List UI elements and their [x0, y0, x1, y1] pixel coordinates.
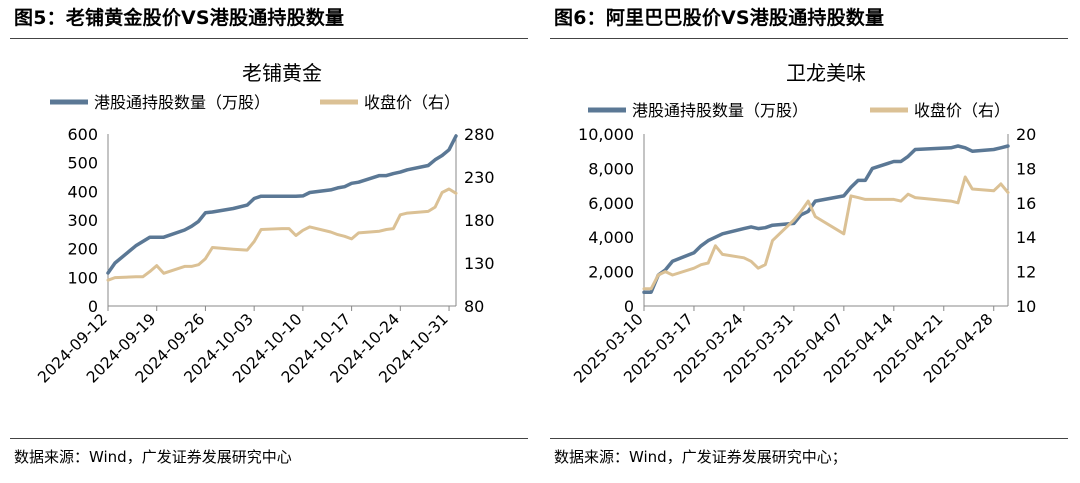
- left-axis-tick-label: 400: [67, 182, 98, 201]
- bottom-rule: [550, 438, 1068, 439]
- right-axis-tick-label: 280: [464, 125, 495, 144]
- figure-5-panel: 图5：老铺黄金股价VS港股通持股数量 老铺黄金港股通持股数量（万股） 收盘价（右）…: [10, 7, 528, 466]
- legend-label-holdings: 港股通持股数量（万股）: [94, 93, 270, 112]
- data-source-note: 数据来源：Wind，广发证券发展研究中心；: [554, 448, 847, 466]
- right-axis-tick-label: 16: [1016, 194, 1036, 213]
- right-axis-tick-label: 130: [464, 254, 495, 273]
- left-axis-tick-label: 8,000: [588, 159, 634, 178]
- right-axis-tick-label: 180: [464, 211, 495, 230]
- left-axis-tick-label: 300: [67, 211, 98, 230]
- legend-label-close-price: 收盘价（右）: [914, 101, 1010, 120]
- right-axis-tick-label: 80: [464, 297, 484, 316]
- left-axis-tick-label: 2,000: [588, 263, 634, 282]
- top-rule: [10, 38, 528, 39]
- series-line-close-price: [642, 175, 1010, 291]
- left-axis-tick-label: 0: [88, 297, 98, 316]
- figure-6-panel: 图6：阿里巴巴股价VS港股通持股数量 卫龙美味港股通持股数量（万股） 收盘价（右）…: [540, 0, 1080, 483]
- left-axis-tick-label: 4,000: [588, 228, 634, 247]
- right-axis-tick-label: 230: [464, 168, 495, 187]
- series-line-holdings: [106, 134, 458, 275]
- left-axis-tick-label: 10,000: [578, 125, 634, 144]
- legend-label-holdings: 港股通持股数量（万股）: [632, 101, 808, 120]
- left-axis-tick-label: 100: [67, 268, 98, 287]
- figure-caption: 图5：老铺黄金股价VS港股通持股数量: [14, 7, 345, 29]
- left-axis-tick-label: 500: [67, 154, 98, 173]
- legend-label-close-price: 收盘价（右）: [364, 93, 460, 112]
- left-axis-tick-label: 600: [67, 125, 98, 144]
- bottom-rule: [10, 438, 528, 439]
- left-axis-tick-label: 0: [624, 297, 634, 316]
- series-line-holdings: [642, 144, 1010, 294]
- top-rule: [550, 38, 1068, 39]
- chart-title: 老铺黄金: [242, 61, 322, 85]
- right-axis-tick-label: 20: [1016, 125, 1036, 144]
- right-axis-tick-label: 12: [1016, 263, 1036, 282]
- left-axis-tick-label: 6,000: [588, 194, 634, 213]
- right-axis-tick-label: 10: [1016, 297, 1036, 316]
- series-line-close-price: [106, 187, 458, 282]
- figure-caption: 图6：阿里巴巴股价VS港股通持股数量: [554, 7, 885, 29]
- right-axis-tick-label: 14: [1016, 228, 1036, 247]
- chart-title: 卫龙美味: [786, 61, 866, 85]
- right-axis-tick-label: 18: [1016, 159, 1036, 178]
- left-axis-tick-label: 200: [67, 240, 98, 259]
- data-source-note: 数据来源：Wind，广发证券发展研究中心: [14, 448, 292, 466]
